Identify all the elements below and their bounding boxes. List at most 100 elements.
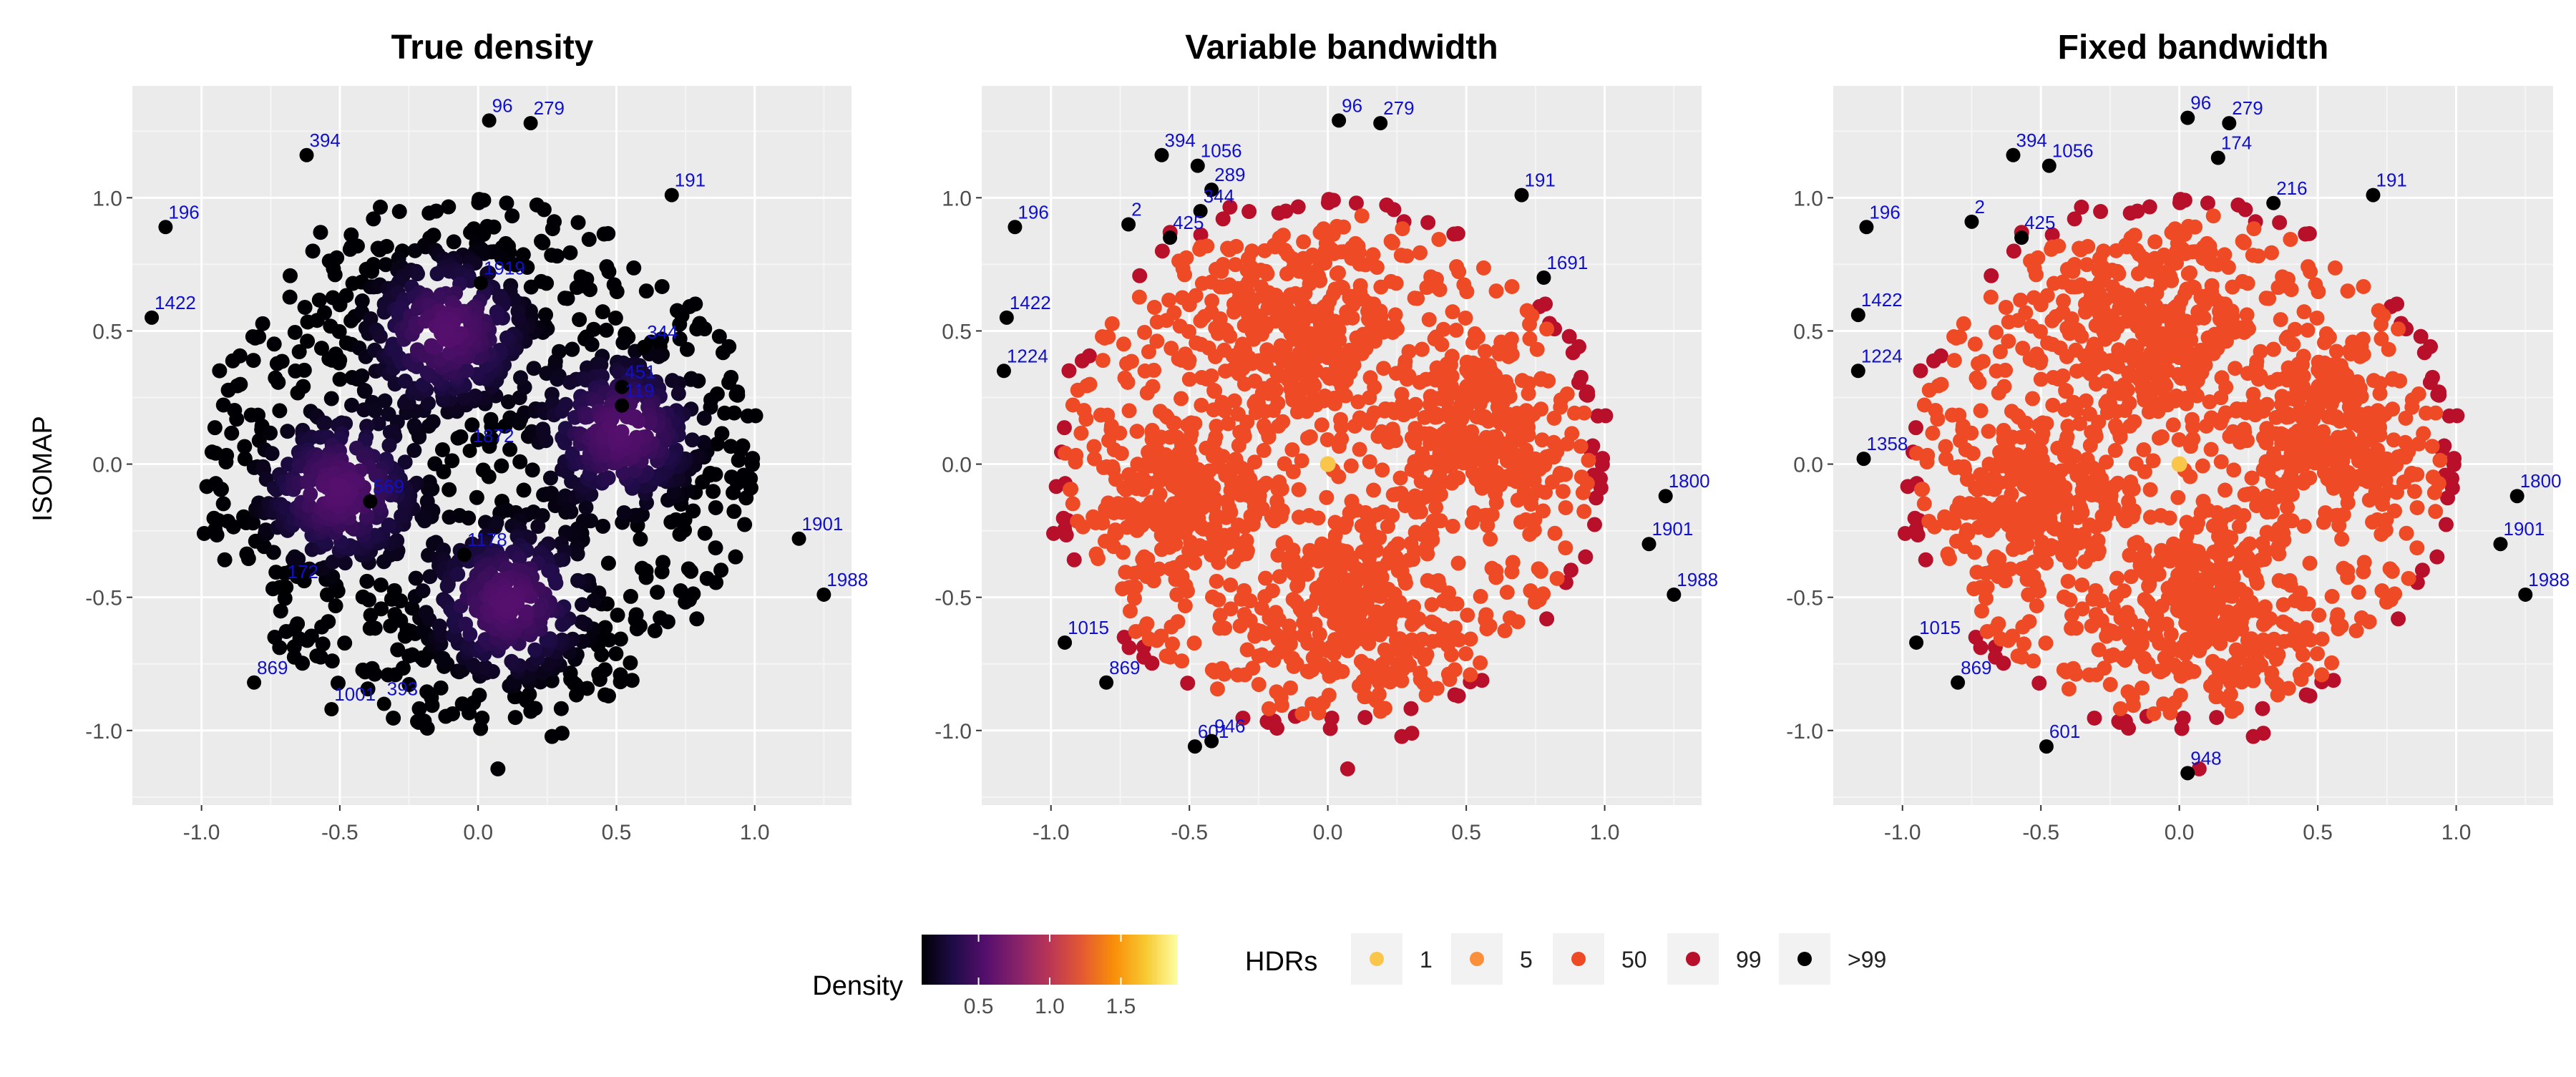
x-tick-label: -1.0 [1033,821,1070,844]
data-point [599,323,614,338]
data-point [2240,433,2255,448]
data-point [1998,573,2013,588]
data-point [2113,386,2128,401]
data-point [2135,650,2150,666]
data-point [2177,193,2192,208]
data-point [1448,662,1463,677]
data-point [517,482,532,497]
data-point [2276,597,2291,612]
data-point [2199,419,2214,434]
data-point [272,403,287,418]
data-point [2351,585,2366,600]
data-point [1347,625,1362,640]
data-point [2335,454,2350,469]
data-point [255,316,270,331]
data-point [613,667,628,682]
data-point [229,411,244,427]
x-tick-label: 0.5 [1451,821,1481,844]
outlier-label: 1056 [1201,140,1242,162]
data-point [1539,611,1554,626]
data-point [1165,478,1180,493]
data-point [2245,386,2260,401]
y-tick-label: -1.0 [85,720,122,744]
outlier-label: 1691 [1546,252,1588,273]
data-point [1576,504,1591,519]
data-point [1458,311,1473,326]
data-point [1465,335,1480,350]
data-point [2209,710,2224,725]
data-point [1377,701,1392,716]
data-point [1122,403,1137,418]
data-point [557,291,572,306]
data-point [2147,558,2162,573]
data-point [1300,431,1315,446]
data-point [1262,386,1277,401]
data-point [2230,198,2245,213]
data-point [1505,347,1520,362]
data-point [633,532,648,547]
data-point [1122,640,1137,655]
data-point [1204,275,1219,290]
data-point [2058,541,2073,556]
data-point [2303,633,2318,648]
data-point [2195,459,2210,474]
data-point [2228,623,2243,638]
data-point [1251,648,1266,663]
data-point [1362,564,1377,579]
data-point [1478,343,1493,359]
data-point [1515,373,1530,388]
data-point [398,374,413,389]
data-point [2410,500,2425,515]
data-point [2089,429,2104,444]
data-point [1171,614,1186,629]
data-point [1262,701,1277,716]
data-point [1057,420,1072,435]
outlier-label: 279 [1383,97,1414,119]
data-point-mode [1320,457,1336,472]
data-point [1405,552,1420,567]
data-point [1396,407,1411,422]
data-point [2169,311,2184,326]
data-point [597,227,612,242]
data-point [1382,674,1397,689]
data-point [1524,308,1539,323]
data-point [1488,570,1503,585]
data-point [303,487,318,502]
data-point [474,711,489,726]
data-point [1333,412,1348,427]
data-point [450,567,465,582]
data-point [2240,487,2255,502]
data-point [1574,469,1589,484]
data-point [1422,312,1437,327]
data-point [2272,573,2287,588]
data-point [1178,598,1193,613]
data-point [1093,407,1108,422]
data-point [1207,383,1222,398]
data-point [2102,648,2117,663]
data-point [1257,243,1272,258]
data-point [1366,296,1381,311]
data-point [2255,701,2270,716]
data-point [655,279,670,294]
data-point [1234,461,1249,476]
data-point [2125,230,2140,245]
data-point [233,377,248,392]
data-point [1355,208,1370,223]
data-point [2062,555,2077,570]
data-point [2391,321,2406,336]
data-point [1996,379,2011,394]
data-point [2059,383,2074,398]
data-point [356,590,371,605]
data-point [1550,571,1565,586]
data-point [2218,482,2233,497]
data-point [1344,459,1359,474]
data-point [1217,404,1232,419]
data-point [1989,325,2004,340]
data-point [2442,409,2457,424]
data-point [2427,485,2442,500]
data-point [1096,353,1111,368]
data-point [407,243,422,258]
data-point [2409,540,2424,555]
data-point [1589,490,1604,505]
